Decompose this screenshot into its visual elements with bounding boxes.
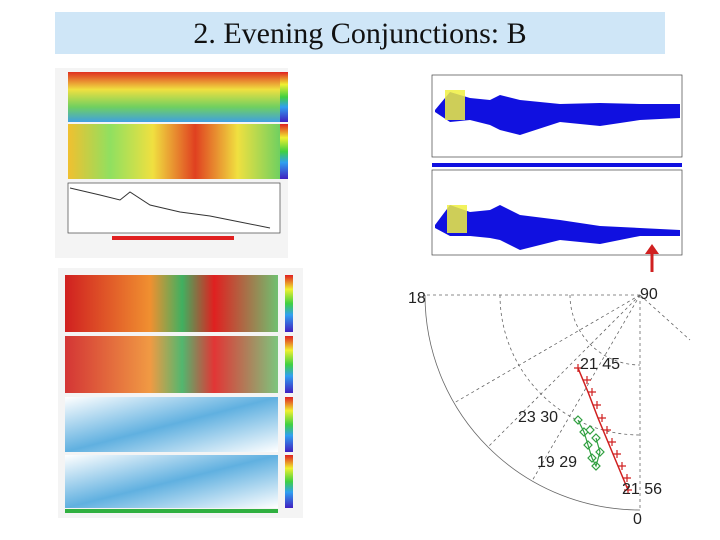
right-top-plots [431, 74, 683, 272]
highlight [445, 90, 465, 120]
line-panel [67, 182, 281, 234]
mag-trace [435, 92, 680, 135]
annotation: 23 30 [518, 409, 558, 426]
red-track [574, 364, 632, 494]
spectrogram [65, 336, 278, 393]
spectrogram [65, 397, 278, 452]
spectrogram [65, 455, 278, 508]
polar-label: 0 [633, 511, 642, 528]
track-diamonds [573, 415, 605, 471]
highlight [447, 205, 467, 233]
left-top-plots [55, 68, 288, 258]
polar-arc [424, 294, 641, 511]
colorbar [285, 336, 293, 393]
radial-line [453, 294, 641, 404]
green-track [573, 415, 605, 471]
colorbar [280, 72, 288, 122]
annotation: 21 56 [622, 481, 662, 498]
annotation: 21 45 [580, 356, 620, 373]
radial-line [639, 294, 691, 341]
colorbar [285, 397, 293, 452]
spectrogram [68, 72, 280, 122]
track-stars [574, 364, 632, 494]
mag-trace [435, 205, 680, 250]
track-line [577, 419, 601, 468]
spectrogram [68, 124, 280, 179]
interval-bar [112, 236, 234, 240]
interval-bar [65, 509, 278, 513]
left-bottom-plots [58, 268, 303, 518]
polar-label: 18 [408, 290, 426, 307]
polar-arc [569, 294, 641, 366]
curve [69, 187, 271, 229]
slide-title: 2. Evening Conjunctions: B [55, 12, 665, 54]
colorbar [285, 275, 293, 332]
index-bar [432, 163, 682, 167]
colorbar [280, 124, 288, 179]
annotation: 19 29 [537, 454, 577, 471]
spectrogram [65, 275, 278, 332]
colorbar [285, 455, 293, 508]
polar-label: 90 [640, 286, 658, 303]
polar-plot [424, 294, 691, 511]
arrow-head [645, 244, 659, 254]
